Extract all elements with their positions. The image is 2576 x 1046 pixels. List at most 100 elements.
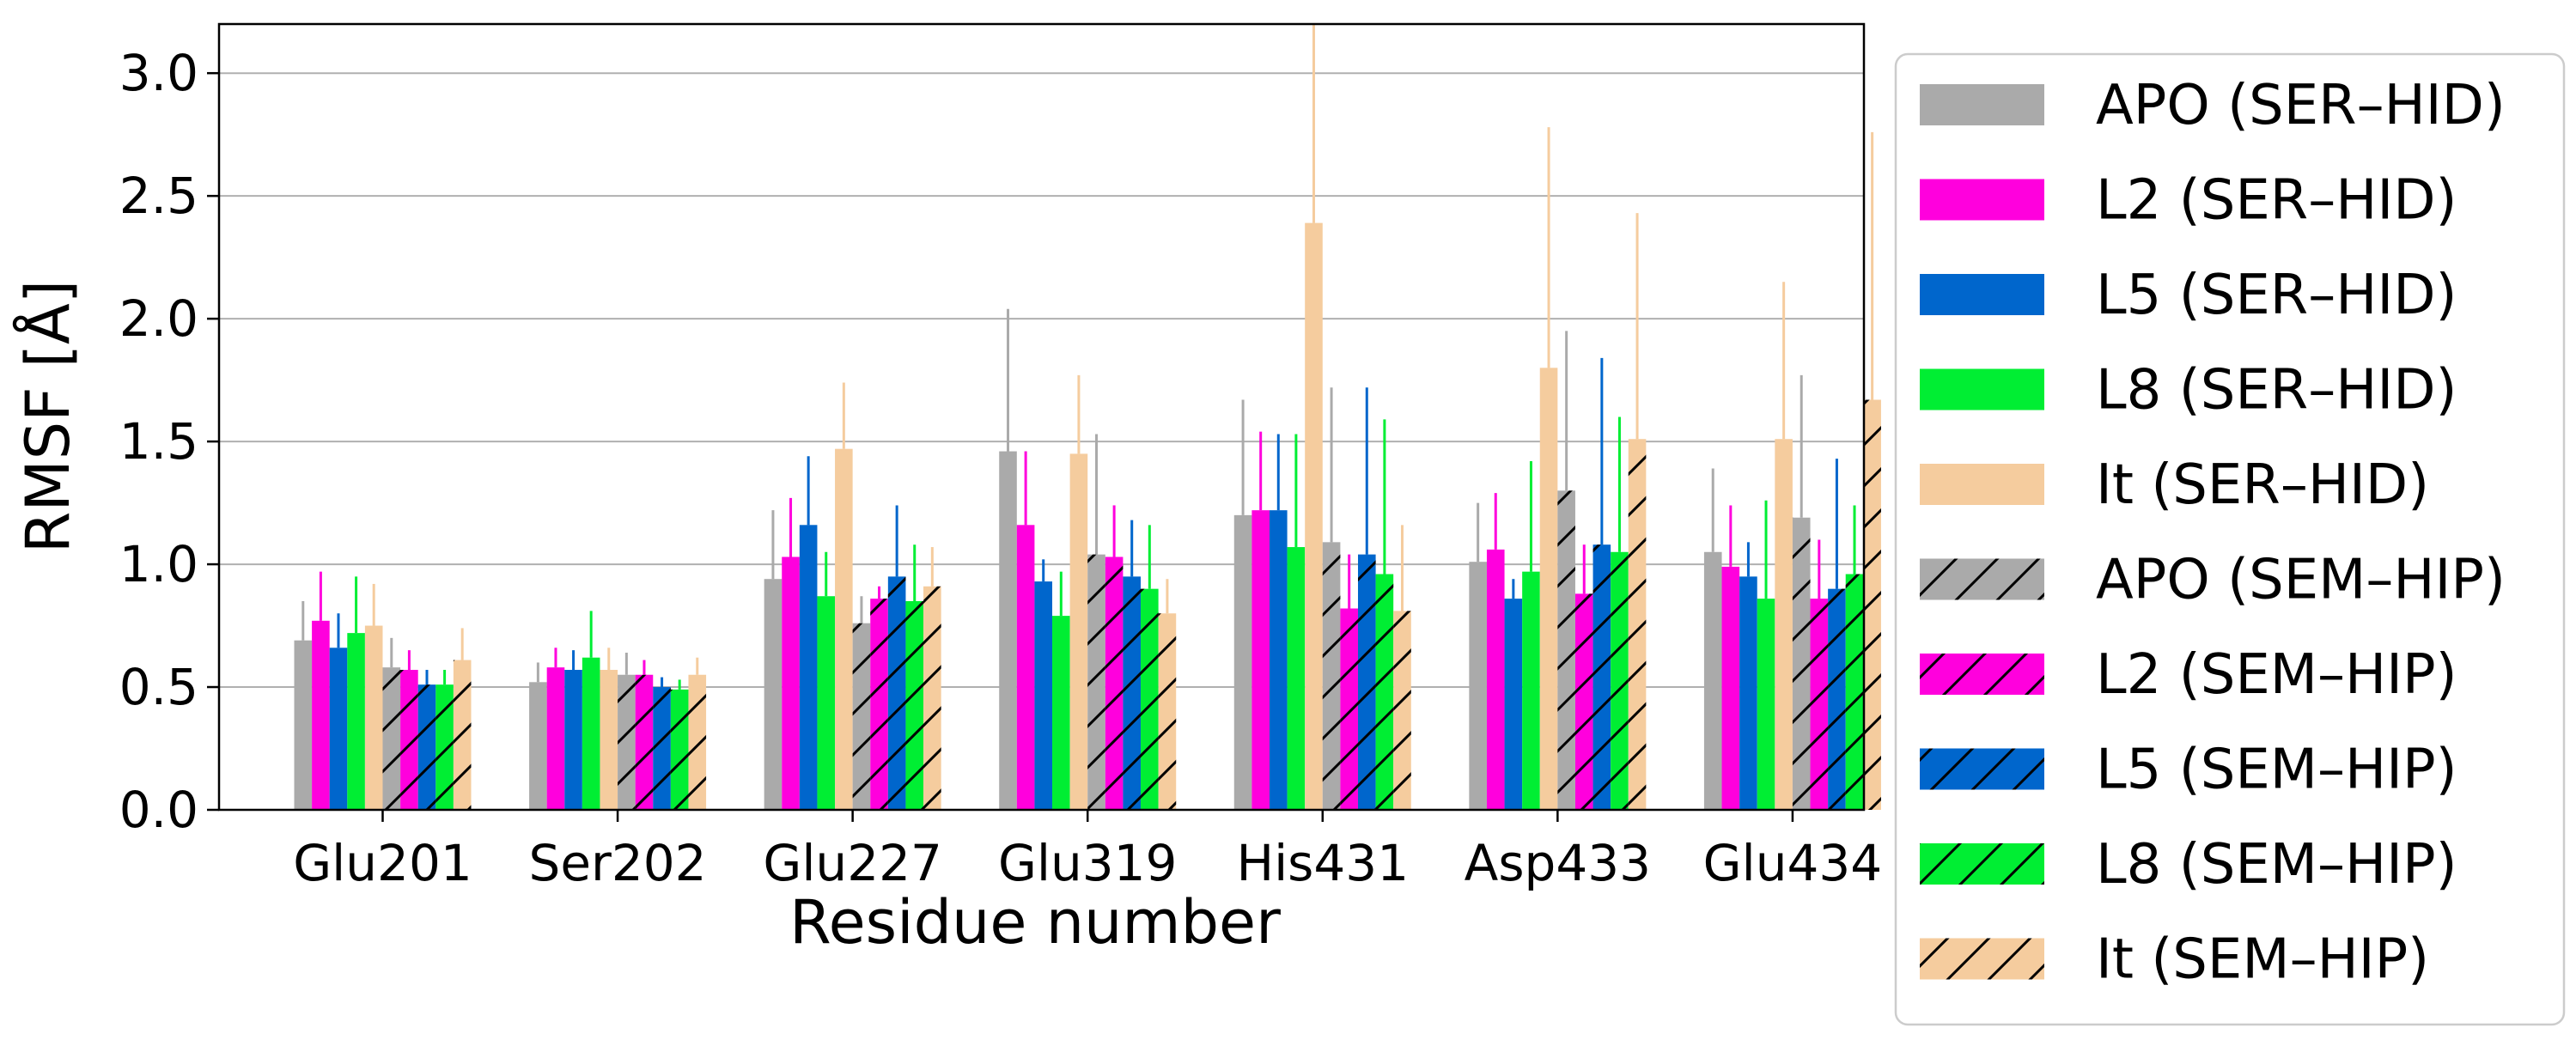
y-tick-label: 0.0 <box>119 781 198 839</box>
grid-lines <box>219 72 1864 811</box>
bar-hatch <box>688 674 707 810</box>
legend-swatch-hatch <box>1920 654 2044 695</box>
bar <box>1721 566 1740 810</box>
legend-swatch <box>1920 274 2044 315</box>
legend-label: L8 (SER–HID) <box>2096 359 2457 423</box>
bars <box>294 222 1881 810</box>
bar-hatch <box>635 674 654 810</box>
bar-hatch <box>1375 574 1394 810</box>
bar <box>1269 510 1288 810</box>
bar-hatch <box>1105 556 1124 810</box>
bar-hatch <box>1357 554 1376 810</box>
y-tick-label: 1.5 <box>119 412 198 471</box>
bar <box>582 657 600 810</box>
bar <box>1739 576 1757 810</box>
bar <box>764 579 783 810</box>
bar <box>817 596 836 810</box>
bar-hatch <box>1828 588 1846 810</box>
bar-hatch <box>618 674 636 810</box>
bar <box>1069 453 1088 810</box>
bar <box>1504 599 1523 810</box>
x-tick-label: Glu319 <box>998 834 1178 892</box>
bar-hatch <box>1123 576 1142 810</box>
bar-hatch <box>417 684 436 810</box>
bar <box>835 448 853 810</box>
bar <box>1034 581 1053 810</box>
bar <box>1522 571 1540 810</box>
legend-swatch <box>1920 464 2044 505</box>
x-tick-label: Glu434 <box>1703 834 1883 892</box>
bar-hatch <box>1574 593 1593 810</box>
bar-hatch <box>400 670 418 810</box>
bar <box>312 620 330 810</box>
bar-hatch <box>1845 574 1864 810</box>
bar <box>1775 439 1793 810</box>
x-tick-label: Asp433 <box>1465 834 1651 892</box>
bar <box>1305 222 1323 810</box>
bar <box>1703 551 1722 810</box>
bar-hatch <box>852 623 871 810</box>
bar-hatch <box>1557 490 1575 810</box>
bar-hatch <box>870 599 888 810</box>
legend-label: It (SEM–HIP) <box>2096 928 2429 992</box>
bar <box>799 525 818 810</box>
bar <box>347 633 365 810</box>
bar-hatch <box>887 576 906 810</box>
bar <box>529 682 547 810</box>
bar <box>600 670 618 810</box>
legend-swatch <box>1920 179 2044 221</box>
legend-label: L8 (SEM–HIP) <box>2096 833 2457 897</box>
bar <box>1052 616 1070 810</box>
bar <box>1757 599 1775 810</box>
y-axis-ticks: 0.0 0.5 1.0 1.5 2.0 2.5 3.0 <box>119 44 219 839</box>
bar-hatch <box>1611 551 1629 810</box>
y-tick-label: 1.0 <box>119 535 198 593</box>
bar <box>329 648 348 810</box>
legend-swatch <box>1920 84 2044 125</box>
bar <box>364 625 383 810</box>
legend: APO (SER–HID) L2 (SER–HID) L5 (SER–HID) L8 … <box>1894 52 2566 1026</box>
bar <box>294 640 313 810</box>
x-axis-label: Residue number <box>789 887 1281 958</box>
bar-hatch <box>923 586 941 810</box>
bar-hatch <box>653 687 671 810</box>
bar <box>1469 562 1487 810</box>
y-tick-label: 3.0 <box>119 44 198 102</box>
legend-label: It (SER–HID) <box>2096 453 2429 517</box>
bar-hatch <box>1792 517 1811 810</box>
bar-hatch <box>453 660 472 810</box>
bar <box>546 667 565 810</box>
bar <box>1233 514 1252 810</box>
bar-hatch <box>1863 399 1881 810</box>
x-tick-label: His431 <box>1236 834 1409 892</box>
bar-hatch <box>1592 544 1611 810</box>
y-tick-label: 2.0 <box>119 289 198 348</box>
bar-hatch <box>1141 588 1159 810</box>
plot-frame <box>217 22 1866 812</box>
error-bars <box>301 24 1874 690</box>
x-tick-label: Glu227 <box>763 834 942 892</box>
bar-hatch <box>382 667 401 810</box>
legend-swatch <box>1920 368 2044 410</box>
legend-frame <box>1894 52 2566 1026</box>
bar <box>564 670 582 810</box>
bar-hatch <box>905 600 924 810</box>
bar <box>1016 525 1035 810</box>
legend-swatch-hatch <box>1920 938 2044 980</box>
legend-label: L2 (SER–HID) <box>2096 169 2457 233</box>
bar <box>1251 510 1270 810</box>
bar <box>1486 549 1505 810</box>
y-axis-label: RMSF [Å] <box>13 280 83 554</box>
legend-swatch-hatch <box>1920 558 2044 600</box>
bar <box>1539 368 1558 810</box>
x-tick-label: Glu201 <box>293 834 472 892</box>
bar <box>782 556 800 810</box>
bar-hatch <box>1322 542 1341 810</box>
bar-hatch <box>1087 554 1105 810</box>
bar-hatch <box>1810 599 1829 810</box>
legend-swatch-hatch <box>1920 748 2044 790</box>
legend-swatch-hatch <box>1920 843 2044 885</box>
legend-label: L5 (SER–HID) <box>2096 264 2457 327</box>
bar-hatch <box>1628 439 1647 810</box>
bar-hatch <box>435 684 454 810</box>
